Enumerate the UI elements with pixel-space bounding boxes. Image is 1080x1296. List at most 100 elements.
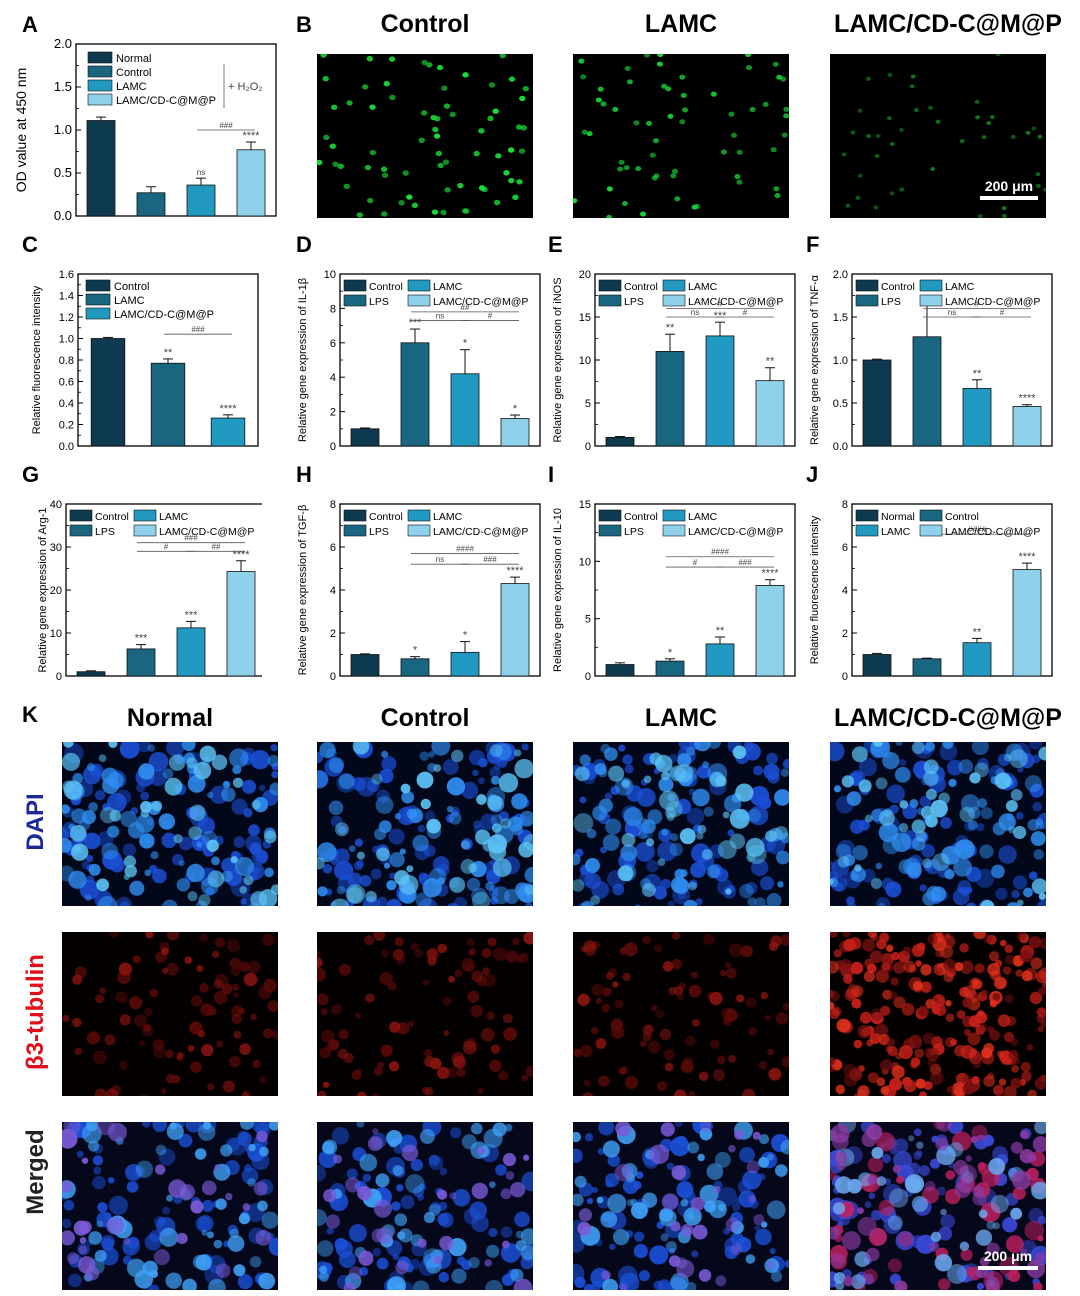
chart-e-legend-swatch — [598, 279, 622, 292]
k-cell — [963, 1028, 971, 1036]
k-cell — [1000, 939, 1007, 947]
chart-e-significance: ** — [766, 356, 775, 368]
k-cell — [237, 1274, 253, 1290]
b-cell-0 — [329, 143, 336, 149]
k-cell — [165, 1272, 182, 1289]
k-cell — [317, 957, 323, 969]
k-cell — [740, 945, 753, 958]
k-cell — [605, 1173, 620, 1188]
b-scale-label: 200 μm — [984, 178, 1034, 194]
k-cell — [666, 800, 683, 818]
chart-h-legend-swatch — [407, 509, 431, 522]
k-cell — [1003, 1085, 1017, 1096]
k-cell — [1005, 799, 1018, 812]
b-cell-1 — [606, 186, 613, 192]
chart-e-bracket-label: ns — [691, 308, 699, 317]
k-cell — [1028, 871, 1038, 880]
chart-a-ytick-label: 0.5 — [54, 165, 72, 180]
b-cell-1 — [728, 111, 735, 117]
k-cell — [510, 1268, 524, 1282]
chart-g-bar — [226, 571, 256, 677]
k-cell — [319, 1047, 331, 1059]
k-cell — [498, 1070, 509, 1081]
k-cell — [621, 832, 636, 847]
b-cell-0 — [457, 182, 464, 189]
chart-c-ytick-label: 1.4 — [59, 291, 74, 303]
k-cell — [230, 1005, 243, 1017]
k-cell — [707, 742, 722, 749]
b-cell-1 — [621, 201, 628, 207]
k-cell — [150, 851, 159, 860]
k-cell — [935, 1137, 949, 1151]
k-cell — [317, 770, 329, 788]
chart-f-ytick-label: 0.0 — [833, 441, 848, 453]
k-cell — [249, 1256, 262, 1268]
k-cell — [912, 980, 923, 992]
k-cell — [470, 1122, 483, 1135]
k-cell — [1037, 1025, 1044, 1033]
chart-d-ytick-label: 8 — [330, 303, 336, 315]
k-cell — [758, 1134, 770, 1145]
k-cell — [780, 934, 789, 946]
k-cell — [158, 1148, 176, 1166]
k-cell — [754, 1228, 772, 1246]
k-cell — [495, 1164, 507, 1176]
chart-g-ytick-label: 40 — [50, 499, 62, 511]
k-cell — [101, 1237, 115, 1251]
k-cell — [709, 772, 725, 788]
k-cell — [971, 979, 983, 990]
k-cell — [72, 974, 83, 985]
k-cell — [406, 865, 414, 873]
k-cell — [578, 1208, 593, 1222]
k-cell — [449, 876, 466, 893]
k-cell — [720, 969, 727, 977]
chart-d-legend-label: Control — [369, 281, 403, 293]
b-cell-1 — [633, 120, 640, 126]
k-cell — [619, 1283, 628, 1290]
k-cell — [962, 1074, 971, 1083]
k-cell — [1030, 831, 1046, 846]
b-cell-0 — [381, 211, 388, 217]
k-cell — [388, 1061, 400, 1072]
b-cell-0 — [508, 177, 515, 184]
k-cell — [1035, 1252, 1046, 1263]
k-cell — [525, 1065, 533, 1077]
b-cell-2 — [1001, 206, 1007, 211]
k-cell — [717, 1055, 726, 1065]
b-cell-1 — [623, 165, 630, 171]
chart-i-legend-label: LAMC/CD-C@M@P — [688, 526, 783, 538]
chart-g-legend-label: LAMC/CD-C@M@P — [159, 526, 254, 538]
k-cell — [659, 790, 679, 811]
k-cell — [353, 861, 363, 871]
k-cell — [225, 1192, 233, 1201]
k-cell — [419, 751, 430, 761]
k-cell — [924, 1047, 935, 1058]
b-cell-2 — [889, 141, 895, 146]
b-cell-1 — [780, 76, 787, 82]
b-cell-0 — [383, 80, 390, 87]
chart-h-legend-label: LPS — [369, 526, 389, 538]
k-cell — [229, 748, 249, 768]
k-cell — [164, 777, 183, 796]
chart-g-ylabel: Relative gene expression of Arg-1 — [37, 507, 49, 672]
k-cell — [476, 1146, 486, 1156]
k-cell — [725, 962, 732, 969]
k-row-label-tubulin: β3-tubulin — [22, 954, 49, 1070]
chart-g-legend-swatch — [69, 524, 93, 537]
k-cell — [1028, 936, 1042, 949]
k-cell — [745, 837, 765, 857]
chart-f-ylabel: Relative gene expression of TNF-α — [809, 274, 821, 445]
k-cell — [102, 803, 111, 812]
k-cell — [973, 932, 987, 940]
k-cell — [584, 1133, 594, 1142]
k-cell — [471, 1182, 488, 1199]
k-cell — [201, 1229, 208, 1236]
k-cell — [742, 1088, 756, 1096]
k-cell — [967, 819, 978, 831]
k-cell — [486, 1244, 500, 1258]
k-cell — [392, 948, 405, 961]
k-cell — [334, 1238, 348, 1251]
k-cell — [885, 1045, 893, 1053]
b-cell-0 — [411, 202, 419, 209]
b-cell-0 — [421, 59, 428, 66]
